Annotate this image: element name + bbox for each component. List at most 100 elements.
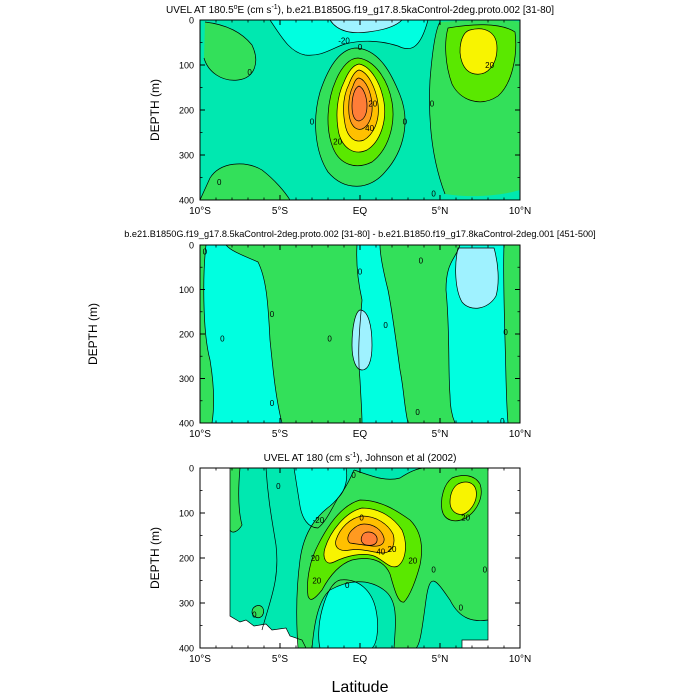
field-northeast-yellow [460, 28, 497, 75]
y-tick-label: 100 [179, 509, 194, 519]
panel-middle-title: b.e21.B1850G.f19_g17.8.5kaControl-2deg.p… [124, 229, 595, 239]
y-tick-label: 200 [179, 554, 194, 564]
contour-label: 0 [459, 604, 464, 613]
field-positive-east-band [380, 245, 460, 423]
contour-label: 0 [483, 565, 488, 574]
contour-label: 0 [270, 399, 275, 408]
field-eastward-bottom-west [200, 163, 290, 200]
panel-bottom-title: UVEL AT 180 (cm s-1), Johnson et al (200… [264, 452, 457, 464]
contour-label: 40 [376, 547, 385, 556]
contour-label: 0 [345, 581, 350, 590]
contour-label: 0 [358, 43, 363, 52]
panel-top-field: -20 0 0 0 0 0 0 0 20 20 40 20 [200, 20, 520, 200]
contour-label: 0 [270, 310, 275, 319]
field-small-green-spot [252, 605, 264, 618]
contour-labels-middle: 0 0 0 0 0 0 0 0 0 0 0 [203, 248, 509, 426]
contour-label: -20 [313, 516, 325, 525]
field-negative-region [270, 20, 428, 56]
x-tick-label: 5°S [272, 206, 289, 217]
y-tick-label: 300 [179, 151, 194, 161]
contour-label: 0 [358, 268, 363, 277]
contour-label: 0 [359, 514, 364, 523]
field-westward-core [294, 468, 347, 528]
field-eastward-wedge-west [204, 22, 256, 81]
panel-middle-field: 0 0 0 0 0 0 0 0 0 0 0 [200, 245, 520, 426]
field-westward-deep [318, 579, 378, 648]
contour-label: 20 [311, 554, 320, 563]
x-tick-label: 5°N [432, 206, 449, 217]
contour-label: 20 [408, 556, 417, 565]
panel-middle-ylabel: DEPTH (m) [86, 303, 100, 365]
contour-label: 0 [217, 178, 222, 187]
contour-label: 20 [333, 138, 342, 147]
panel-middle: b.e21.B1850G.f19_g17.8.5kaControl-2deg.p… [86, 229, 596, 440]
contour-label: 0 [430, 99, 435, 108]
contour-label: 0 [220, 334, 225, 343]
field-jet-core [352, 86, 367, 121]
x-tick-label: EQ [353, 429, 368, 440]
y-tick-label: 0 [189, 241, 194, 251]
field-negative-east-core [455, 248, 499, 309]
panel-middle-axes: 10°S 5°S EQ 5°N 10°N 0 100 200 300 400 [179, 241, 531, 441]
x-tick-label: 10°N [509, 429, 531, 440]
contour-label: 0 [252, 610, 257, 619]
x-tick-label: 10°N [509, 206, 531, 217]
field-northeast-yellow [450, 482, 477, 515]
contour-label: 20 [368, 99, 377, 108]
contour-label: 0 [500, 417, 505, 426]
x-tick-label: 5°S [272, 429, 289, 440]
contour-label: 0 [431, 189, 436, 198]
panel-top-ylabel: DEPTH (m) [148, 79, 162, 141]
y-tick-label: 200 [179, 330, 194, 340]
x-tick-label: 5°S [272, 654, 289, 665]
x-tick-label: 5°N [432, 654, 449, 665]
y-tick-label: 0 [189, 16, 194, 26]
contour-label: 20 [388, 545, 397, 554]
contour-label: 0 [419, 257, 424, 266]
y-tick-label: 400 [179, 196, 194, 206]
x-tick-label: 5°N [432, 429, 449, 440]
y-tick-label: 400 [179, 419, 194, 429]
contour-labels-top: -20 0 0 0 0 0 0 0 20 20 40 20 [217, 36, 495, 198]
field-eastward-core [361, 532, 378, 546]
contour-label: 0 [310, 117, 315, 126]
contour-label: 0 [431, 565, 436, 574]
contour-lines-middle [203, 245, 509, 423]
contour-label: 0 [415, 408, 420, 417]
panel-top: UVEL AT 180.5oE (cm s-1), b.e21.B1850G.f… [148, 4, 554, 217]
contour-label: 0 [247, 68, 252, 77]
contour-label: 0 [351, 471, 356, 480]
figure-xlabel: Latitude [332, 679, 389, 696]
y-tick-label: 300 [179, 599, 194, 609]
panel-bottom: UVEL AT 180 (cm s-1), Johnson et al (200… [148, 452, 531, 665]
x-tick-label: 10°S [189, 429, 211, 440]
y-tick-label: 300 [179, 374, 194, 384]
field-positive-central-band [226, 245, 362, 423]
contour-label: 0 [327, 334, 332, 343]
contour-label: 0 [203, 248, 208, 257]
contour-label: 0 [503, 328, 508, 337]
y-tick-label: 100 [179, 61, 194, 71]
contour-label: 0 [276, 482, 281, 491]
field-strong-westward [330, 20, 402, 33]
panel-top-title: UVEL AT 180.5oE (cm s-1), b.e21.B1850G.f… [166, 4, 554, 16]
contour-label: 0 [383, 321, 388, 330]
contour-label: 20 [485, 61, 494, 70]
x-tick-label: EQ [353, 206, 368, 217]
y-tick-label: 0 [189, 464, 194, 474]
x-tick-label: 10°N [509, 654, 531, 665]
x-tick-label: 10°S [189, 654, 211, 665]
contour-label: -20 [338, 36, 350, 45]
x-tick-label: EQ [353, 654, 368, 665]
panel-bottom-ylabel: DEPTH (m) [148, 527, 162, 589]
y-tick-label: 200 [179, 106, 194, 116]
y-tick-label: 100 [179, 285, 194, 295]
contour-lines-bottom [229, 468, 489, 648]
field-eastward-west-bank [230, 468, 242, 533]
x-tick-label: 10°S [189, 206, 211, 217]
